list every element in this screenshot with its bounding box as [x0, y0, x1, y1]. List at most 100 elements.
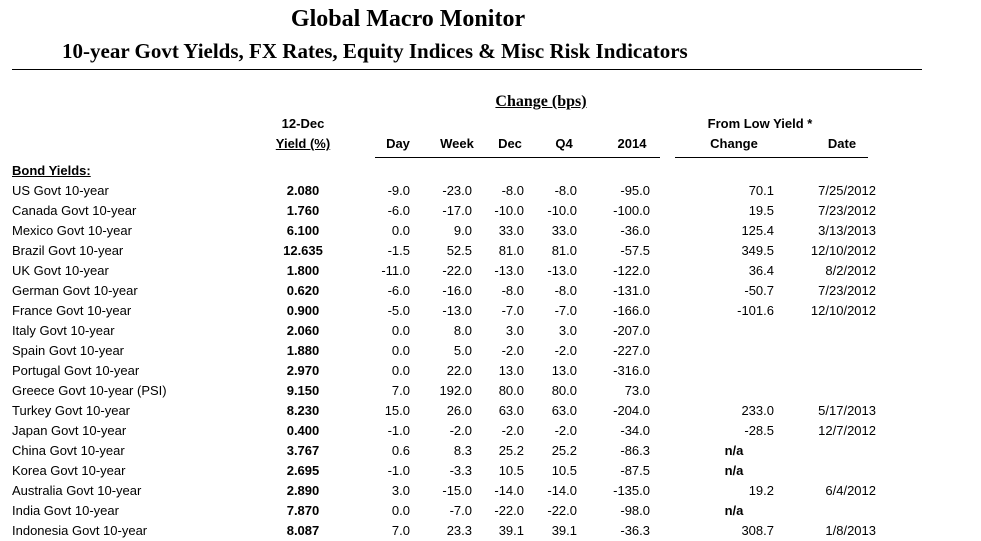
- row-label: Spain Govt 10-year: [12, 343, 125, 358]
- yield-cell: 8.087: [286, 523, 320, 538]
- change-cell: 0.0: [391, 223, 410, 238]
- change-cell: -2.0: [554, 423, 577, 438]
- header-rule: [375, 157, 660, 158]
- row-label: UK Govt 10-year: [12, 263, 109, 278]
- column-header: Dec: [498, 136, 522, 151]
- change-cell: -15.0: [442, 483, 472, 498]
- change-cell: -3.3: [449, 463, 472, 478]
- change-cell: -87.5: [620, 463, 650, 478]
- change-cell: 0.0: [391, 323, 410, 338]
- row-label: US Govt 10-year: [12, 183, 109, 198]
- from-low-cell: n/a: [724, 503, 744, 518]
- change-cell: 8.3: [453, 443, 472, 458]
- change-cell: -8.0: [501, 183, 524, 198]
- change-cell: -17.0: [442, 203, 472, 218]
- change-cell: 7.0: [391, 383, 410, 398]
- change-cell: 81.0: [551, 243, 577, 258]
- change-cell: -6.0: [387, 203, 410, 218]
- change-cell: -98.0: [620, 503, 650, 518]
- yield-cell: 1.880: [286, 343, 320, 358]
- yield-cell: 1.760: [286, 203, 320, 218]
- change-cell: -2.0: [501, 423, 524, 438]
- from-low-cell: 36.4: [748, 263, 774, 278]
- yield-cell: 2.695: [286, 463, 320, 478]
- yield-cell: 0.620: [286, 283, 320, 298]
- change-cell: -1.0: [387, 463, 410, 478]
- row-label: Brazil Govt 10-year: [12, 243, 124, 258]
- change-cell: 3.0: [558, 323, 577, 338]
- yield-cell: 3.767: [286, 443, 320, 458]
- change-cell: 15.0: [384, 403, 410, 418]
- change-cell: -207.0: [613, 323, 650, 338]
- change-cell: -204.0: [613, 403, 650, 418]
- change-cell: -100.0: [613, 203, 650, 218]
- yield-cell: 6.100: [286, 223, 320, 238]
- row-label: China Govt 10-year: [12, 443, 125, 458]
- change-cell: 7.0: [391, 523, 410, 538]
- change-cell: -16.0: [442, 283, 472, 298]
- section-label: Bond Yields:: [12, 163, 91, 178]
- change-cell: -10.0: [494, 203, 524, 218]
- change-cell: 13.0: [551, 363, 577, 378]
- change-cell: 3.0: [391, 483, 410, 498]
- column-header: Change: [710, 136, 758, 151]
- row-label: Korea Govt 10-year: [12, 463, 126, 478]
- change-cell: 23.3: [446, 523, 472, 538]
- row-label: Indonesia Govt 10-year: [12, 523, 148, 538]
- change-cell: 8.0: [453, 323, 472, 338]
- change-cell: -13.0: [442, 303, 472, 318]
- yield-cell: 2.060: [286, 323, 320, 338]
- change-cell: -2.0: [554, 343, 577, 358]
- change-cell: 0.0: [391, 363, 410, 378]
- group-header: Change (bps): [495, 93, 587, 110]
- change-cell: -23.0: [442, 183, 472, 198]
- change-cell: 80.0: [498, 383, 524, 398]
- change-cell: 26.0: [446, 403, 472, 418]
- yield-cell: 8.230: [286, 403, 320, 418]
- change-cell: 192.0: [439, 383, 472, 398]
- column-header: 12-Dec: [281, 116, 325, 131]
- change-cell: 39.1: [498, 523, 524, 538]
- change-cell: -227.0: [613, 343, 650, 358]
- column-header: Yield (%): [275, 136, 331, 151]
- yield-cell: 2.890: [286, 483, 320, 498]
- change-cell: -13.0: [494, 263, 524, 278]
- title: Global Macro Monitor: [290, 6, 526, 32]
- change-cell: -36.0: [620, 223, 650, 238]
- from-low-cell: 19.5: [748, 203, 774, 218]
- from-low-cell: 19.2: [748, 483, 774, 498]
- group-header: From Low Yield *: [707, 116, 813, 131]
- row-label: Japan Govt 10-year: [12, 423, 127, 438]
- change-cell: -7.0: [554, 303, 577, 318]
- change-cell: -22.0: [442, 263, 472, 278]
- change-cell: 52.5: [446, 243, 472, 258]
- column-header: Q4: [555, 136, 573, 151]
- change-cell: -316.0: [613, 363, 650, 378]
- change-cell: -95.0: [620, 183, 650, 198]
- change-cell: 33.0: [498, 223, 524, 238]
- change-cell: -8.0: [554, 283, 577, 298]
- change-cell: 25.2: [498, 443, 524, 458]
- change-cell: 81.0: [498, 243, 524, 258]
- change-cell: 5.0: [453, 343, 472, 358]
- from-low-cell: n/a: [724, 463, 744, 478]
- row-label: German Govt 10-year: [12, 283, 138, 298]
- change-cell: 39.1: [551, 523, 577, 538]
- change-cell: 3.0: [505, 323, 524, 338]
- row-label: India Govt 10-year: [12, 503, 119, 518]
- change-cell: -135.0: [613, 483, 650, 498]
- yield-cell: 0.900: [286, 303, 320, 318]
- change-cell: -122.0: [613, 263, 650, 278]
- change-cell: -22.0: [547, 503, 577, 518]
- from-low-cell: 6/4/2012: [825, 483, 876, 498]
- title-rule: [12, 69, 922, 70]
- from-low-cell: 233.0: [741, 403, 774, 418]
- yield-cell: 2.080: [286, 183, 320, 198]
- change-cell: 0.6: [391, 443, 410, 458]
- change-cell: -8.0: [554, 183, 577, 198]
- change-cell: -6.0: [387, 283, 410, 298]
- from-low-cell: 8/2/2012: [825, 263, 876, 278]
- from-low-cell: 70.1: [748, 183, 774, 198]
- change-cell: 63.0: [551, 403, 577, 418]
